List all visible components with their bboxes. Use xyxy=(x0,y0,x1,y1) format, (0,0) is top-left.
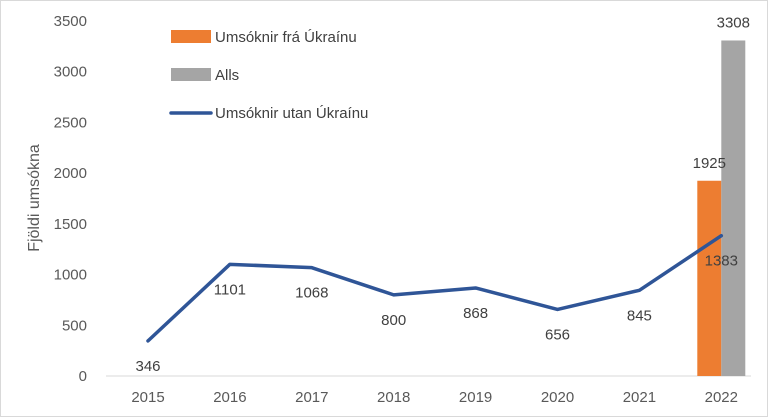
line-point xyxy=(228,262,232,266)
x-tick-label: 2021 xyxy=(623,389,656,406)
bar-umsóknir-frá-úkraínu-2022 xyxy=(697,180,722,376)
x-axis-ticks: 2015 2016 2017 2018 2019 2020 2021 2022 xyxy=(131,389,738,406)
bars xyxy=(697,40,746,377)
y-tick-label: 0 xyxy=(79,368,87,385)
y-tick-label: 3500 xyxy=(54,13,87,30)
bar-data-label: 3308 xyxy=(717,14,750,31)
line-point xyxy=(556,307,559,311)
x-tick-label: 2020 xyxy=(541,389,574,406)
x-tick-label: 2018 xyxy=(377,389,410,406)
line-point xyxy=(474,286,478,290)
legend-swatch xyxy=(171,30,211,43)
x-tick-label: 2022 xyxy=(705,389,738,406)
line-data-label: 1068 xyxy=(295,285,328,302)
line-point xyxy=(719,234,723,238)
y-tick-label: 2000 xyxy=(54,165,87,182)
line-data-label: 346 xyxy=(135,358,160,375)
y-axis-ticks: 0 500 1000 1500 2000 2500 3000 3500 xyxy=(54,13,87,385)
x-tick-label: 2016 xyxy=(213,389,246,406)
x-tick-label: 2015 xyxy=(131,389,164,406)
x-tick-label: 2019 xyxy=(459,389,492,406)
y-tick-label: 3000 xyxy=(54,64,87,81)
y-axis-label: Fjöldi umsókna xyxy=(26,144,43,252)
legend-label: Umsóknir frá Úkraínu xyxy=(215,29,357,46)
legend-label: Alls xyxy=(215,67,239,84)
x-tick-label: 2017 xyxy=(295,389,328,406)
line-point xyxy=(310,266,314,270)
bar-data-label: 1925 xyxy=(693,155,726,172)
legend-label: Umsóknir utan Úkraínu xyxy=(215,105,368,122)
legend: Umsóknir frá Úkraínu Alls Umsóknir utan Úk… xyxy=(169,29,368,122)
line-umsóknir-utan-úkraínu xyxy=(146,233,724,343)
line-data-label: 868 xyxy=(463,305,488,322)
line-data-label: 1101 xyxy=(214,281,246,298)
y-tick-label: 1000 xyxy=(54,267,87,284)
y-tick-label: 1500 xyxy=(54,216,87,233)
line-data-label: 656 xyxy=(545,326,570,343)
line-point xyxy=(392,293,396,297)
line-point xyxy=(146,339,150,343)
line-data-label: 1383 xyxy=(705,253,738,270)
data-labels: 1925 3308 346 1101 1068 800 868 656 845 1383 xyxy=(135,14,750,374)
line-series xyxy=(146,233,724,343)
y-tick-label: 2500 xyxy=(54,114,87,131)
line-point xyxy=(637,288,641,292)
line-data-label: 845 xyxy=(627,307,652,324)
bar-alls-2022 xyxy=(721,40,746,377)
legend-swatch xyxy=(171,68,211,81)
y-tick-label: 500 xyxy=(62,317,87,334)
line-data-label: 800 xyxy=(381,312,406,329)
